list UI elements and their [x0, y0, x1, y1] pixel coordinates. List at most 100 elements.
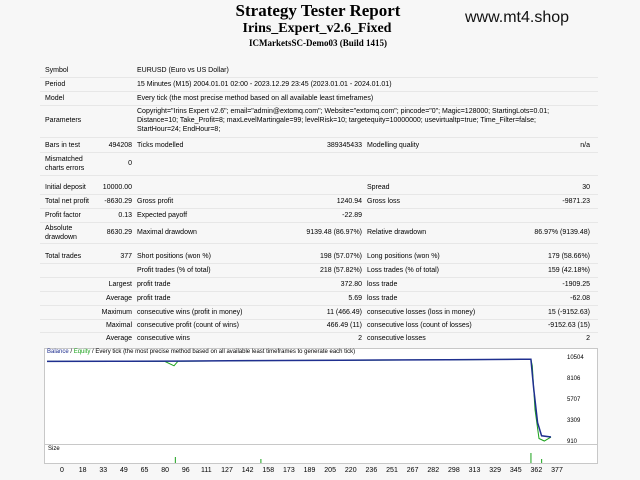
- x-tick-label: 96: [181, 467, 190, 474]
- x-tick-label: 33: [99, 467, 108, 474]
- x-tick-label: 236: [365, 467, 378, 474]
- max-dd-value: 9139.48 (86.97%): [306, 229, 362, 236]
- x-tick-label: 267: [406, 467, 419, 474]
- absolute-dd-value: 8630.29: [106, 229, 132, 236]
- max-consec-loss-value: -9152.63 (15): [547, 322, 590, 329]
- avg-consec-wins-value: 2: [358, 335, 362, 342]
- long-positions-value: 179 (58.66%): [547, 253, 590, 260]
- x-tick-label: 282: [427, 467, 440, 474]
- symbol-value: EURUSD (Euro vs US Dollar): [137, 67, 229, 74]
- maximal-label: Maximal: [105, 322, 132, 329]
- largest-profit-value: 372.80: [340, 281, 362, 288]
- largest-loss-label: loss trade: [367, 281, 398, 288]
- average-loss-label: loss trade: [367, 295, 398, 302]
- x-tick-label: 18: [78, 467, 87, 474]
- x-tick-label: 345: [509, 467, 522, 474]
- avg-consec-wins-label: consecutive wins: [137, 335, 190, 342]
- legend-separator: /: [68, 349, 74, 355]
- x-tick-label: 313: [468, 467, 481, 474]
- mismatch-value: 0: [128, 160, 132, 167]
- short-positions-value: 198 (57.07%): [319, 253, 362, 260]
- max-consec-wins-value: 11 (466.49): [326, 309, 362, 316]
- y-tick-label: 10504: [567, 355, 584, 361]
- x-tick-label: 205: [324, 467, 336, 474]
- bars-value: 494208: [108, 142, 132, 149]
- size-panel: Size: [44, 444, 598, 464]
- x-tick-label: 329: [489, 467, 501, 474]
- x-tick-label: 127: [221, 467, 233, 474]
- avg-consec-losses-value: 2: [586, 335, 590, 342]
- loss-trades-value: 159 (42.18%): [547, 267, 590, 274]
- series-line-balance: [46, 358, 552, 438]
- short-positions-label: Short positions (won %): [137, 253, 211, 260]
- average-profit-label: profit trade: [137, 295, 171, 302]
- x-tick-label: 220: [344, 467, 357, 474]
- max-dd-label: Maximal drawdown: [137, 229, 197, 236]
- largest-label: Largest: [108, 281, 132, 288]
- x-tick-label: 377: [551, 467, 563, 474]
- relative-dd-value: 86.97% (9139.48): [534, 229, 590, 236]
- absolute-dd-label-2: drawdown: [45, 234, 77, 241]
- gross-profit-label: Gross profit: [137, 198, 174, 205]
- x-tick-label: 173: [283, 467, 295, 474]
- max-consec-losses-value: 15 (-9152.63): [547, 309, 590, 316]
- net-profit-label: Total net profit: [45, 198, 89, 205]
- average-label-2: Average: [106, 335, 132, 342]
- report-title: Strategy Tester Report: [235, 1, 401, 20]
- maximum-label: Maximum: [101, 309, 132, 316]
- quality-label: Modelling quality: [367, 142, 420, 149]
- period-label: Period: [45, 81, 66, 88]
- quality-value: n/a: [580, 142, 590, 149]
- x-tick-label: 80: [161, 467, 170, 474]
- max-consec-profit-label: consecutive profit (count of wins): [137, 322, 239, 329]
- size-svg: [174, 453, 543, 463]
- model-value: Every tick (the most precise method base…: [137, 95, 374, 102]
- max-consec-profit-value: 466.49 (11): [326, 322, 362, 329]
- x-tick-label: 189: [303, 467, 316, 474]
- x-tick-label: 298: [448, 467, 460, 474]
- x-tick-label: 158: [262, 467, 275, 474]
- net-profit-value: -8630.29: [104, 198, 132, 205]
- x-tick-label: 49: [119, 467, 128, 474]
- legend-description: / Every tick (the most precise method ba…: [90, 349, 356, 355]
- period-value: 15 Minutes (M15) 2004.01.01 02:00 - 2023…: [137, 81, 392, 88]
- average-profit-value: 5.69: [348, 295, 362, 302]
- series-line-equity: [46, 358, 552, 442]
- parameters-line-2: Distance=10; Take_Profit=8; maxLevelMart…: [137, 117, 536, 124]
- largest-profit-label: profit trade: [137, 281, 171, 288]
- parameters-line-3: StartHour=24; EndHour=8;: [137, 126, 221, 133]
- x-tick-label: 142: [241, 467, 254, 474]
- spread-value: 30: [582, 184, 590, 191]
- mismatch-label-1: Mismatched: [45, 156, 83, 163]
- average-loss-value: -62.08: [570, 295, 590, 302]
- balance-chart-svg: 10504 8106 5707 3309 910: [46, 355, 584, 445]
- y-tick-label: 3309: [567, 418, 581, 424]
- x-tick-label: 362: [530, 467, 543, 474]
- legend-balance: Balance: [47, 349, 69, 355]
- largest-loss-value: -1909.25: [562, 281, 590, 288]
- size-label: Size: [48, 446, 60, 452]
- balance-chart: Balance / Equity / Every tick (the most …: [44, 348, 598, 460]
- server-build: ICMarketsSC-Demo03 (Build 1415): [249, 38, 387, 48]
- max-consec-wins-label: consecutive wins (profit in money): [137, 309, 243, 316]
- expert-name: Irins_Expert_v2.6_Fixed: [242, 21, 392, 36]
- x-tick-label: 0: [60, 467, 64, 474]
- profit-trades-label: Profit trades (% of total): [137, 267, 211, 274]
- total-trades-label: Total trades: [45, 253, 82, 260]
- model-label: Model: [45, 95, 65, 102]
- profit-factor-label: Profit factor: [45, 212, 81, 219]
- mismatch-label-2: charts errors: [45, 165, 85, 172]
- parameters-label: Parameters: [45, 117, 82, 124]
- deposit-value: 10000.00: [102, 184, 132, 191]
- ticks-value: 389345433: [326, 142, 362, 149]
- y-tick-label: 910: [567, 439, 578, 445]
- relative-dd-label: Relative drawdown: [367, 229, 427, 236]
- watermark-text: www.mt4.shop: [465, 9, 570, 26]
- max-consec-loss-label: consecutive loss (count of losses): [367, 322, 472, 329]
- gross-loss-value: -9871.23: [562, 198, 590, 205]
- profit-factor-value: 0.13: [118, 212, 132, 219]
- x-tick-label: 251: [386, 467, 398, 474]
- symbol-label: Symbol: [45, 67, 69, 74]
- y-tick-label: 8106: [567, 376, 581, 382]
